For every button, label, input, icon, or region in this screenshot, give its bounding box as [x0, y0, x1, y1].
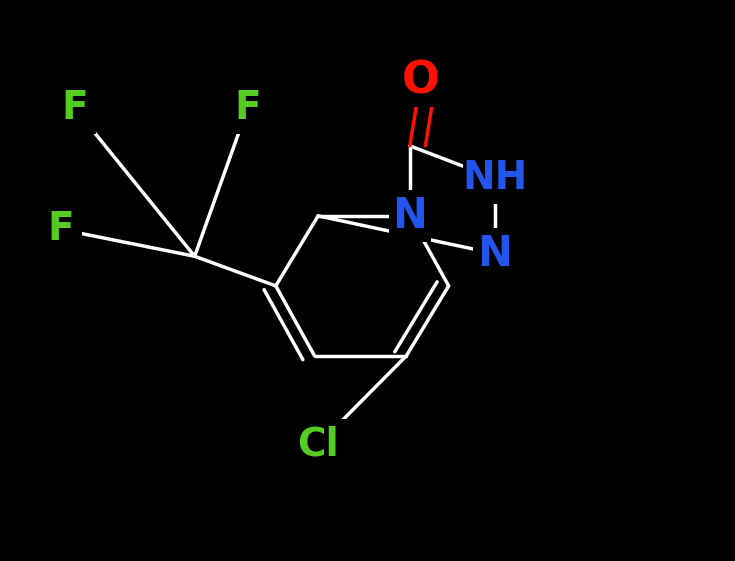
Text: NH: NH	[462, 159, 527, 197]
Text: Cl: Cl	[297, 426, 339, 464]
Text: N: N	[392, 195, 427, 237]
Text: F: F	[234, 89, 261, 127]
Bar	[389, 190, 431, 242]
Bar	[399, 56, 442, 107]
Bar	[226, 82, 269, 134]
Bar	[473, 228, 516, 279]
Bar	[40, 204, 82, 255]
Text: F: F	[47, 210, 74, 249]
Bar	[54, 82, 96, 134]
Bar	[287, 419, 350, 471]
Text: F: F	[61, 89, 88, 127]
Bar	[463, 153, 526, 204]
Text: N: N	[477, 233, 512, 274]
Text: O: O	[401, 59, 440, 103]
